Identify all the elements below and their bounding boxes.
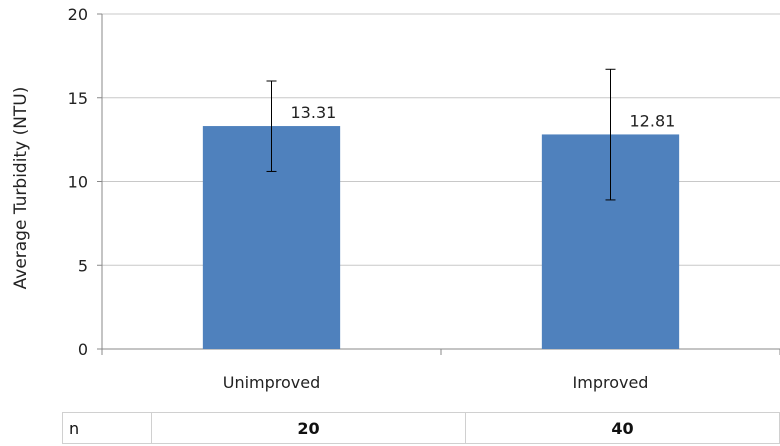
data-labels: 13.31 12.81 (291, 103, 676, 130)
bar-chart: 0 5 10 15 20 13.31 12.81 Unimproved Improved A… (11, 5, 780, 392)
y-axis-label: Average Turbidity (NTU) (11, 87, 31, 290)
category-label: Improved (573, 373, 649, 392)
data-label: 12.81 (630, 111, 676, 130)
y-tick-labels: 0 5 10 15 20 (68, 5, 88, 359)
data-label: 13.31 (291, 103, 337, 122)
table-row: n 20 40 (62, 412, 780, 444)
y-tick-label: 15 (68, 89, 88, 108)
category-labels: Unimproved Improved (223, 373, 649, 392)
sample-size-table: n 20 40 (62, 412, 780, 444)
y-tick-label: 0 (78, 340, 88, 359)
n-key-cell: n (62, 412, 152, 444)
error-bars (266, 68, 616, 201)
y-tick-label: 20 (68, 5, 88, 24)
y-tick-label: 5 (78, 256, 88, 275)
y-tick-label: 10 (68, 173, 88, 192)
category-label: Unimproved (223, 373, 321, 392)
n-value-cell: 20 (151, 412, 466, 444)
bars (202, 126, 680, 350)
n-value-cell: 40 (465, 412, 780, 444)
